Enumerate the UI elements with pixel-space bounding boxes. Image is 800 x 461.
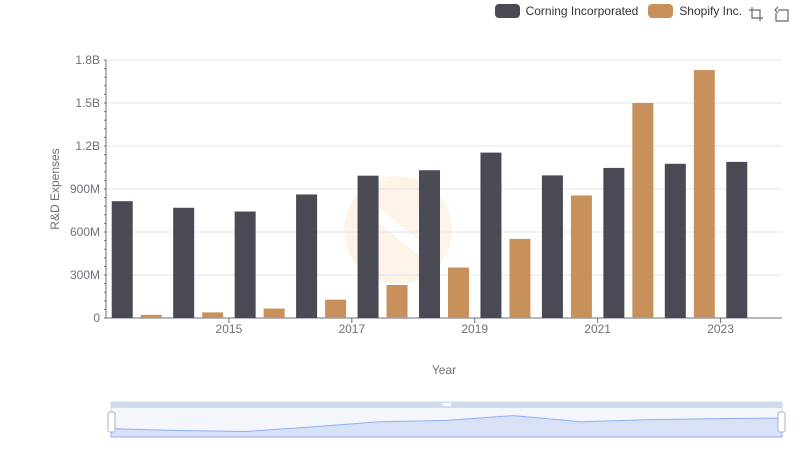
bar-shopify-2016[interactable] [263,308,285,318]
bar-shopify-2014[interactable] [140,314,162,318]
bar-shopify-2023[interactable] [693,70,715,319]
x-tick-label: 2015 [216,322,243,336]
zoom-move-handle[interactable] [443,403,451,406]
y-tick-label: 600M [70,225,100,239]
chart-toolbox [748,6,790,22]
legend-swatch-corning [494,4,520,18]
y-tick-label: 0 [93,311,100,325]
bar-corning-2024[interactable] [726,161,748,318]
x-tick-label: 2019 [461,322,488,336]
y-tick-label: 1.5B [75,96,100,110]
bar-corning-2023[interactable] [664,163,686,318]
bar-corning-2019[interactable] [419,170,440,318]
zoom-icon[interactable] [748,6,764,22]
legend-item-shopify[interactable]: Shopify Inc. [648,4,742,18]
bar-shopify-2015[interactable] [202,312,224,318]
legend-label-shopify: Shopify Inc. [679,4,742,18]
data-zoom-preview [110,415,783,438]
bar-shopify-2018[interactable] [386,285,408,318]
legend-item-corning[interactable]: Corning Incorporated [494,4,639,18]
bar-corning-2015[interactable] [173,207,195,318]
y-tick-label: 900M [70,182,100,196]
bar-shopify-2017[interactable] [325,299,347,318]
bar-corning-2020[interactable] [480,152,502,318]
bar-shopify-2021[interactable] [570,195,592,318]
x-tick-label: 2023 [707,322,734,336]
bar-corning-2021[interactable] [541,175,563,318]
bar-corning-2022[interactable] [603,167,625,318]
bar-corning-2016[interactable] [234,211,256,318]
data-zoom-slider[interactable] [107,401,786,438]
zoom-handle-right[interactable] [777,411,786,433]
zoom-handle-left[interactable] [107,411,116,433]
bar-shopify-2020[interactable] [509,238,531,318]
bars [111,70,748,319]
legend-swatch-shopify [648,4,674,18]
y-tick-label: 1.2B [75,139,100,153]
bar-corning-2017[interactable] [296,194,318,318]
restore-icon[interactable] [774,6,790,22]
bar-corning-2014[interactable] [111,201,133,318]
bar-shopify-2022[interactable] [632,103,654,318]
bar-corning-2018[interactable] [357,175,379,318]
chart-legend: Corning Incorporated Shopify Inc. [494,4,742,18]
y-tick-label: 300M [70,268,100,282]
y-axis-title: R&D Expenses [48,148,62,229]
x-tick-label: 2021 [584,322,611,336]
axes: 0 300M 600M 900M 1.2B 1.5B 1.8B 2015 2017 2019 202… [70,53,734,336]
bar-shopify-2019[interactable] [448,267,469,318]
x-tick-label: 2017 [338,322,365,336]
x-axis-title: Year [432,363,456,377]
legend-label-corning: Corning Incorporated [525,4,639,18]
y-tick-label: 1.8B [75,53,100,67]
